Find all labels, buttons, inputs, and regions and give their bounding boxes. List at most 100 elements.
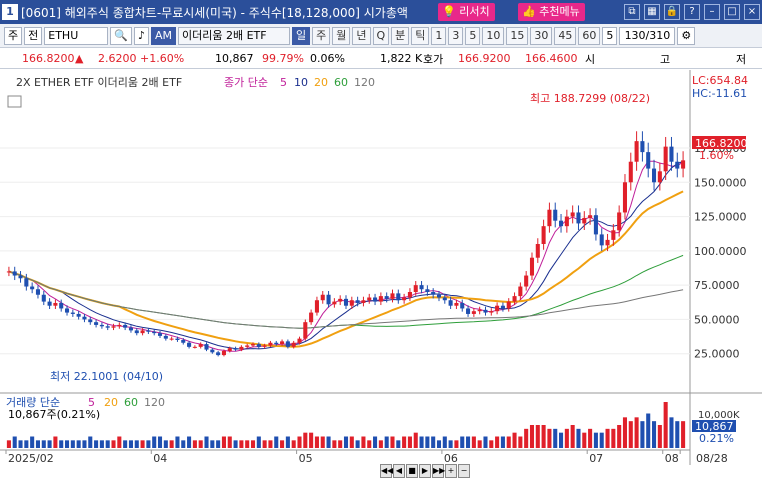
research-button[interactable]: 💡 리서치 <box>438 3 495 21</box>
volume-bar <box>384 436 389 448</box>
volume-bar <box>303 432 308 448</box>
maximize-icon[interactable]: □ <box>724 4 740 20</box>
volume-bar <box>570 425 575 448</box>
candle-body <box>413 285 418 292</box>
candle-body <box>617 212 622 231</box>
volume-bar <box>291 440 296 448</box>
volume-bar <box>204 436 209 448</box>
volume-bar <box>123 440 128 448</box>
grid-toggle-icon[interactable] <box>7 95 22 108</box>
period-minute[interactable]: 분 <box>391 26 410 45</box>
candle-body <box>169 338 174 340</box>
period-year[interactable]: 년 <box>352 26 371 45</box>
volume-bar <box>169 440 174 448</box>
volume-bar <box>210 440 215 448</box>
minimize-icon[interactable]: – <box>704 4 720 20</box>
volume-bar <box>117 436 122 448</box>
volume-bar <box>88 436 93 448</box>
candle-body <box>384 296 389 299</box>
candle-body <box>309 312 314 323</box>
interval-10[interactable]: 10 <box>482 26 505 45</box>
interval-5[interactable]: 5 <box>465 26 481 45</box>
nav-first-icon[interactable]: ◀◀ <box>380 464 393 478</box>
candle-body <box>343 298 349 306</box>
volume-bar <box>605 428 610 448</box>
market-select[interactable]: 주 <box>4 26 23 45</box>
period-day[interactable]: 일 <box>292 26 311 45</box>
candle-body <box>35 289 40 295</box>
legend-ma20: 20 <box>314 76 328 89</box>
type-select[interactable]: 전 <box>24 26 43 45</box>
interval-15[interactable]: 15 <box>506 26 529 45</box>
interval-3[interactable]: 3 <box>448 26 464 45</box>
period-tick[interactable]: 틱 <box>411 26 430 45</box>
interval-60[interactable]: 60 <box>578 26 601 45</box>
volume-bar <box>30 436 35 448</box>
candle-body <box>460 302 465 309</box>
period-month[interactable]: 월 <box>332 26 351 45</box>
code-input[interactable]: ETHU <box>44 26 109 45</box>
interval-45[interactable]: 45 <box>554 26 577 45</box>
x-tick-label: 08/28 <box>696 452 728 465</box>
candle-body <box>483 309 488 313</box>
zoom-in-icon[interactable]: + <box>445 464 457 478</box>
close-icon[interactable]: × <box>744 4 760 20</box>
candle-body <box>657 171 662 183</box>
volume-bar <box>657 425 662 448</box>
link-window-icon[interactable]: ⧉ <box>624 4 640 20</box>
interval-input[interactable]: 5 <box>602 26 618 45</box>
hoga-label: 호가 <box>423 52 444 66</box>
candle-body <box>669 146 674 162</box>
chart-area[interactable]: 2X ETHER ETF 이더리움 2배 ETF 종가 단순 5 10 20 6… <box>0 70 762 482</box>
candle-body <box>82 316 87 320</box>
volume-bar <box>442 436 447 448</box>
recommend-menu-button[interactable]: 👍 추천메뉴 <box>518 3 585 21</box>
candle-body <box>646 152 651 169</box>
x-tick-label: 04 <box>153 452 167 465</box>
candle-body <box>599 234 604 246</box>
volume-bar <box>466 436 471 448</box>
y-tick-label: 100.0000 <box>694 245 747 258</box>
volume-bar <box>192 440 197 448</box>
candle-body <box>663 146 668 172</box>
sound-icon[interactable]: ♪ <box>133 26 149 45</box>
period-quarter[interactable]: Q <box>372 26 390 45</box>
legend-vol-ma5: 5 <box>88 396 95 409</box>
y-tick-label: 50.0000 <box>694 313 740 326</box>
settings-icon[interactable]: ⚙ <box>677 26 696 45</box>
nav-stop-icon[interactable]: ■ <box>406 464 418 478</box>
volume-bar <box>652 421 657 448</box>
candle-body <box>285 341 290 347</box>
lock-icon[interactable]: 🔒 <box>664 4 680 20</box>
ma-120-line <box>8 270 684 329</box>
legend-vol-ma60: 60 <box>124 396 138 409</box>
interval-30[interactable]: 30 <box>530 26 553 45</box>
nav-next-icon[interactable]: ▶ <box>419 464 431 478</box>
legend-vol-ma120: 120 <box>144 396 165 409</box>
candle-body <box>198 344 203 347</box>
nav-prev-icon[interactable]: ◀ <box>393 464 405 478</box>
candle-body <box>314 300 319 313</box>
volume-bar <box>320 436 325 448</box>
volume-bar <box>535 425 540 448</box>
x-tick-label: 08 <box>665 452 679 465</box>
price-chart-svg[interactable]: 2X ETHER ETF 이더리움 2배 ETF 종가 단순 5 10 20 6… <box>0 70 762 482</box>
candle-body <box>681 160 686 169</box>
candle-body <box>326 294 331 305</box>
volume-bar <box>663 402 668 448</box>
help-icon[interactable]: ? <box>684 4 700 20</box>
nav-last-icon[interactable]: ▶▶ <box>432 464 445 478</box>
current-price: 166.8200 <box>22 52 75 65</box>
view-icon[interactable]: ▦ <box>644 4 660 20</box>
volume-bar <box>500 436 505 448</box>
candle-body <box>675 161 680 169</box>
volume-bar <box>343 436 349 448</box>
volume-bar <box>105 440 110 448</box>
candle-body <box>402 297 407 301</box>
interval-1[interactable]: 1 <box>431 26 447 45</box>
candle-body <box>111 326 116 328</box>
period-week[interactable]: 주 <box>312 26 331 45</box>
search-icon[interactable]: 🔍 <box>110 26 132 45</box>
zoom-out-icon[interactable]: − <box>458 464 470 478</box>
candle-body <box>262 345 267 347</box>
